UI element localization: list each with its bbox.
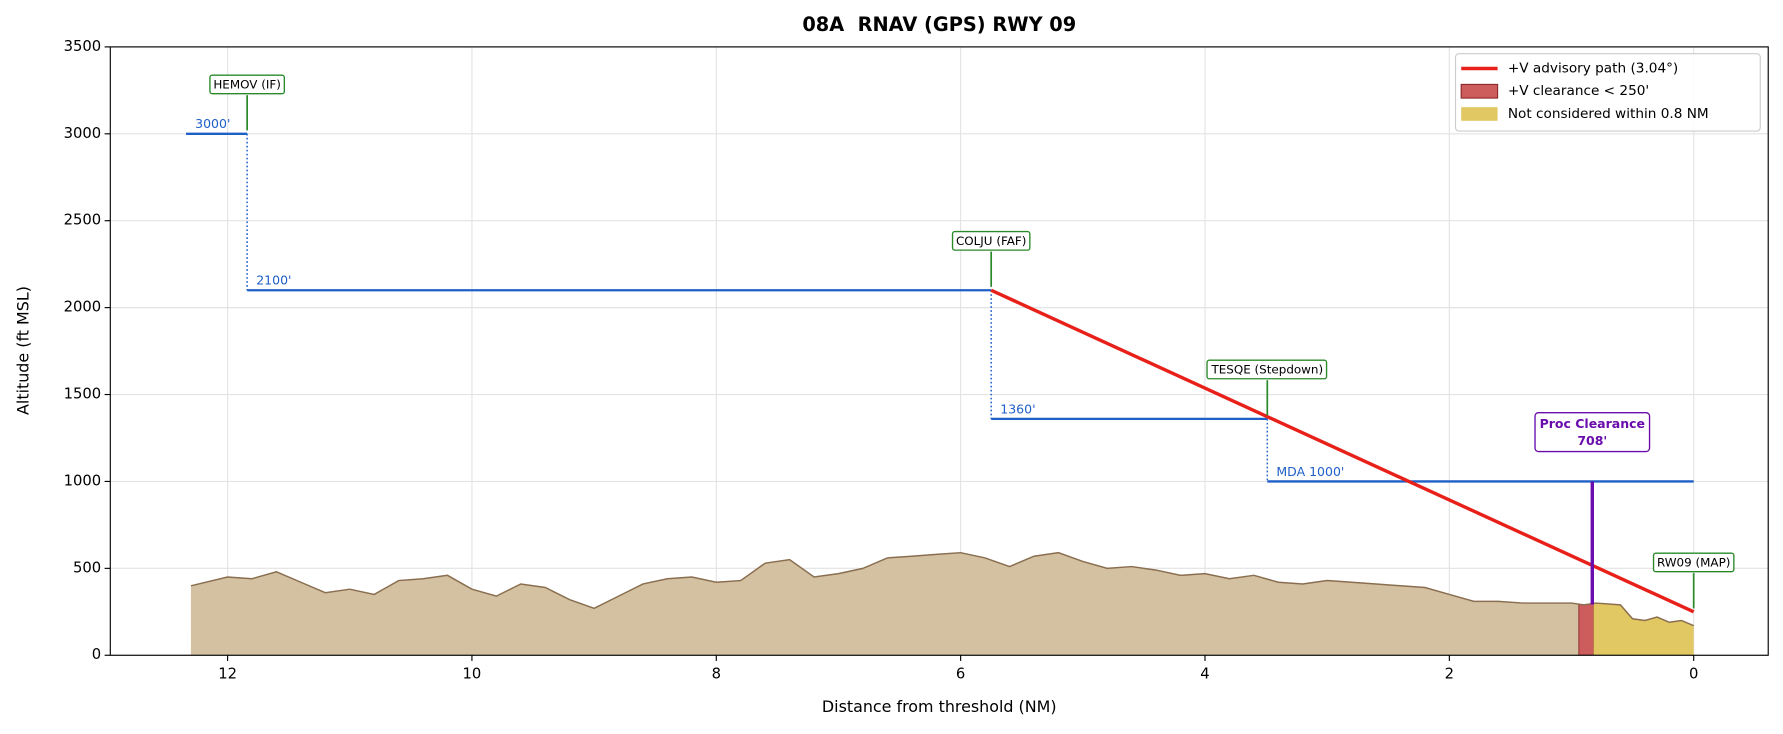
- legend-frame: [1454, 53, 1761, 132]
- y-tick-label: 3000: [64, 125, 102, 142]
- y-axis-label: Altitude (ft MSL): [13, 286, 32, 415]
- fix-box: HEMOV (IF): [209, 74, 286, 95]
- y-tick-label: 3500: [64, 38, 102, 55]
- legend-swatch: [1460, 83, 1499, 99]
- fix-box: TESQE (Stepdown): [1206, 359, 1328, 380]
- fix-label: TESQE (Stepdown): [1210, 362, 1323, 376]
- terrain-edge: [190, 551, 1695, 627]
- fix-box-frame: [951, 230, 1031, 251]
- x-tick-label: 12: [218, 666, 237, 683]
- legend-label: Not considered within 0.8 NM: [1508, 106, 1709, 122]
- y-tick-label: 2500: [64, 212, 102, 229]
- y-tick-label: 1500: [64, 386, 102, 403]
- chart-title: 08A RNAV (GPS) RWY 09: [802, 13, 1076, 36]
- fix-label: HEMOV (IF): [213, 77, 281, 91]
- step-label: 3000': [195, 116, 230, 131]
- clearance-title: Proc Clearance: [1540, 416, 1645, 431]
- fix-box-frame: [1652, 552, 1735, 573]
- y-tick-label: 1000: [64, 472, 102, 489]
- fix-box: RW09 (MAP): [1652, 552, 1735, 573]
- legend-label: +V clearance < 250': [1508, 83, 1649, 99]
- x-tick-label: 10: [463, 666, 482, 683]
- advisory-path: [990, 288, 1695, 614]
- x-tick-label: 0: [1689, 666, 1698, 683]
- terrain-area: [190, 552, 1694, 656]
- clearance-box-frame: [1534, 411, 1651, 453]
- legend-label: +V advisory path (3.04°): [1508, 61, 1678, 77]
- legend-swatch: [1461, 107, 1498, 121]
- y-tick-label: 2000: [64, 299, 102, 316]
- x-tick-label: 6: [956, 666, 965, 683]
- step-label: 2100': [256, 273, 291, 288]
- clearance-value: 708': [1577, 433, 1607, 448]
- x-axis-label: Distance from threshold (NM): [822, 697, 1057, 716]
- x-tick-label: 8: [712, 666, 721, 683]
- step-label: 1360': [1000, 401, 1035, 416]
- y-tick-label: 500: [73, 559, 101, 576]
- y-tick-label: 0: [92, 646, 101, 663]
- fix-label: RW09 (MAP): [1657, 555, 1730, 569]
- x-tick-label: 4: [1200, 666, 1209, 683]
- x-tick-label: 2: [1445, 666, 1454, 683]
- fix-box-frame: [1206, 359, 1328, 380]
- fix-box-frame: [209, 74, 286, 95]
- clearance-box: Proc Clearance 708': [1534, 411, 1651, 453]
- step-label: MDA 1000': [1276, 464, 1344, 479]
- fix-box: COLJU (FAF): [951, 230, 1031, 251]
- plot-frame: [109, 46, 1769, 656]
- fix-label: COLJU (FAF): [956, 234, 1026, 248]
